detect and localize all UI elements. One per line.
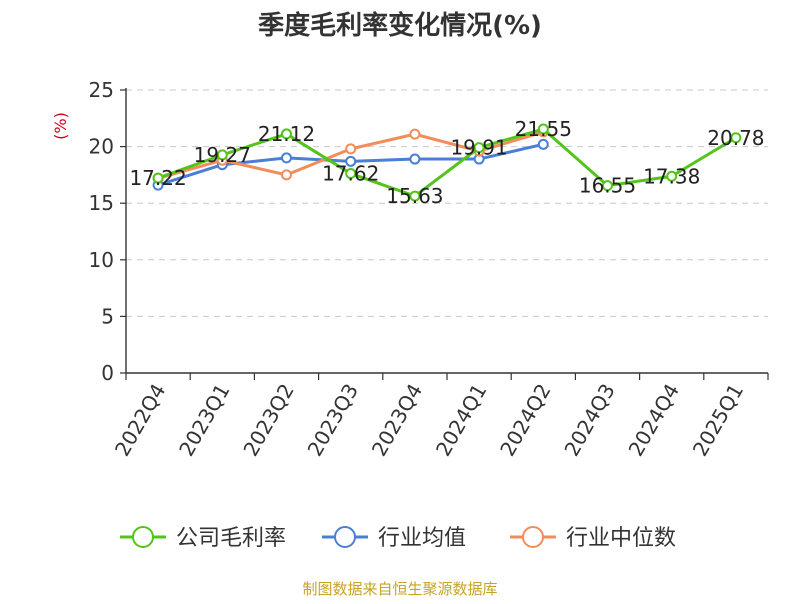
x-tick-label: 2023Q3 [303,380,363,461]
data-point[interactable] [216,149,228,161]
data-point[interactable] [666,170,678,182]
data-point[interactable] [345,143,357,155]
y-tick-label: 20 [89,135,114,159]
x-tick-label: 2023Q2 [238,380,298,461]
data-point[interactable] [409,190,421,202]
legend-item[interactable]: 行业均值 [322,526,466,551]
data-label: 19.27 [194,143,251,167]
y-tick-label: 25 [89,78,114,102]
y-axis-label: (%) [51,112,70,140]
series-group [152,123,742,202]
data-label: 21.55 [515,117,572,141]
x-tick-label: 2025Q1 [688,380,748,461]
data-point[interactable] [730,132,742,144]
data-point[interactable] [409,153,421,165]
data-point[interactable] [281,128,292,140]
x-tick-label: 2022Q4 [110,380,170,461]
data-point[interactable] [602,180,613,192]
y-tick-label: 0 [101,361,114,385]
data-label: 20.78 [707,126,764,150]
data-labels: 17.22 19.27 21.12 17.62 15.63 19.91 21.55 16.55… [129,117,764,208]
x-tick-label: 2024Q4 [624,380,684,461]
data-point[interactable] [537,123,549,135]
data-point[interactable] [409,128,421,140]
x-tick-label: 2024Q3 [559,380,619,461]
y-tick-label: 15 [89,191,114,215]
data-point[interactable] [473,142,485,154]
data-label: 17.38 [643,164,700,188]
source-note: 制图数据来自恒生聚源数据库 [302,580,497,598]
legend-marker [334,526,356,548]
data-label: 21.12 [258,122,315,146]
data-label: 16.55 [579,174,636,198]
x-tick-label: 2023Q1 [174,380,234,461]
data-label: 19.91 [450,136,507,160]
legend-marker [132,526,154,548]
legend-label: 行业均值 [378,526,466,551]
legend-label: 行业中位数 [566,526,676,551]
series-line [157,127,737,198]
legend-label: 公司毛利率 [176,526,286,551]
data-point[interactable] [152,172,164,184]
legend-item[interactable]: 行业中位数 [510,526,676,551]
data-point[interactable] [537,138,549,150]
data-point[interactable] [281,152,292,164]
x-tick-label: 2024Q1 [431,379,491,460]
data-point[interactable] [281,169,292,181]
chart-title: 季度毛利率变化情况(%) [258,10,542,41]
x-tick-label: 2023Q4 [367,380,427,461]
x-tick-label: 2024Q2 [495,380,555,461]
legend-item[interactable]: 公司毛利率 [120,526,286,551]
data-label: 17.62 [322,162,379,186]
data-label: 15.63 [386,184,443,208]
legend[interactable]: 公司毛利率 行业均值 行业中位数 [120,526,676,551]
y-tick-label: 10 [89,248,114,272]
axes: 0 5 10 15 20 25 2022Q4 2023Q1 2023Q2 2023Q3 2023Q4… [89,78,769,461]
data-point[interactable] [345,168,357,180]
gridlines [126,89,768,317]
data-label: 17.22 [129,166,186,190]
data-point[interactable] [345,155,357,167]
legend-marker [522,526,544,548]
y-tick-label: 5 [101,304,114,328]
